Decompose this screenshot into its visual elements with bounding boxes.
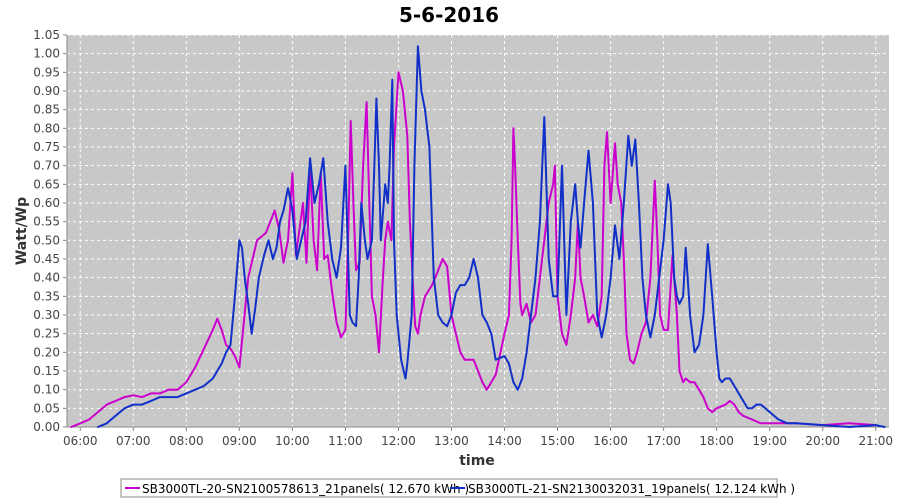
y-tick-label: 1.00 (33, 47, 60, 61)
legend: SB3000TL-20-SN2100578613_21panels( 12.67… (120, 478, 795, 498)
y-tick-label: 0.35 (33, 289, 60, 303)
x-tick-label: 10:00 (275, 434, 310, 448)
gridlines (67, 34, 889, 427)
x-tick-label: 12:00 (381, 434, 416, 448)
y-axis-label: Watt/Wp (14, 197, 30, 265)
x-tick-label: 06:00 (63, 434, 98, 448)
x-tick-label: 11:00 (328, 434, 363, 448)
y-tick-label: 0.70 (33, 159, 60, 173)
y-tick-label: 0.50 (33, 233, 60, 247)
x-tick-label: 20:00 (805, 434, 840, 448)
x-tick-label: 14:00 (487, 434, 522, 448)
y-tick-label: 0.90 (33, 84, 60, 98)
plot-area (67, 35, 889, 427)
x-tick-label: 21:00 (858, 434, 893, 448)
y-tick-label: 0.55 (33, 215, 60, 229)
y-tick-label: 0.45 (33, 252, 60, 266)
legend-label-series-2: SB3000TL-21-SN2130032031_19panels( 12.12… (468, 482, 795, 496)
legend-box (120, 478, 778, 498)
y-tick-label: 0.85 (33, 103, 60, 117)
x-tick-label: 18:00 (699, 434, 734, 448)
y-tick-label: 0.20 (33, 345, 60, 359)
y-tick-label: 0.40 (33, 271, 60, 285)
x-tick-label: 15:00 (540, 434, 575, 448)
y-tick-label: 0.10 (33, 383, 60, 397)
x-tick-label: 19:00 (752, 434, 787, 448)
x-tick-label: 08:00 (169, 434, 204, 448)
y-tick-label: 0.15 (33, 364, 60, 378)
y-tick-label: 0.80 (33, 121, 60, 135)
y-tick-label: 0.60 (33, 196, 60, 210)
x-tick-label: 13:00 (434, 434, 469, 448)
y-axis-ticks: 0.00 0.05 0.10 0.15 0.20 0.25 0.30 0.35 0.40 0.45… (33, 28, 67, 434)
y-tick-label: 0.25 (33, 327, 60, 341)
y-tick-label: 0.00 (33, 420, 60, 434)
x-axis-ticks: 06:00 07:00 08:00 09:00 10:00 11:00 12:00 13:00… (63, 427, 893, 448)
legend-label-series-1: SB3000TL-20-SN2100578613_21panels( 12.67… (142, 482, 469, 496)
y-tick-label: 1.05 (33, 28, 60, 42)
chart-title: 5-6-2016 (399, 3, 499, 27)
y-tick-label: 0.65 (33, 177, 60, 191)
x-tick-label: 17:00 (646, 434, 681, 448)
x-tick-label: 09:00 (222, 434, 257, 448)
x-axis-label: time (459, 453, 495, 469)
y-tick-label: 0.95 (33, 65, 60, 79)
series-layer (70, 45, 886, 428)
series-line-2 (96, 45, 886, 428)
y-tick-label: 0.75 (33, 140, 60, 154)
y-tick-label: 0.05 (33, 401, 60, 415)
x-tick-label: 16:00 (593, 434, 628, 448)
series-line-1 (70, 71, 877, 428)
x-tick-label: 07:00 (116, 434, 151, 448)
y-tick-label: 0.30 (33, 308, 60, 322)
